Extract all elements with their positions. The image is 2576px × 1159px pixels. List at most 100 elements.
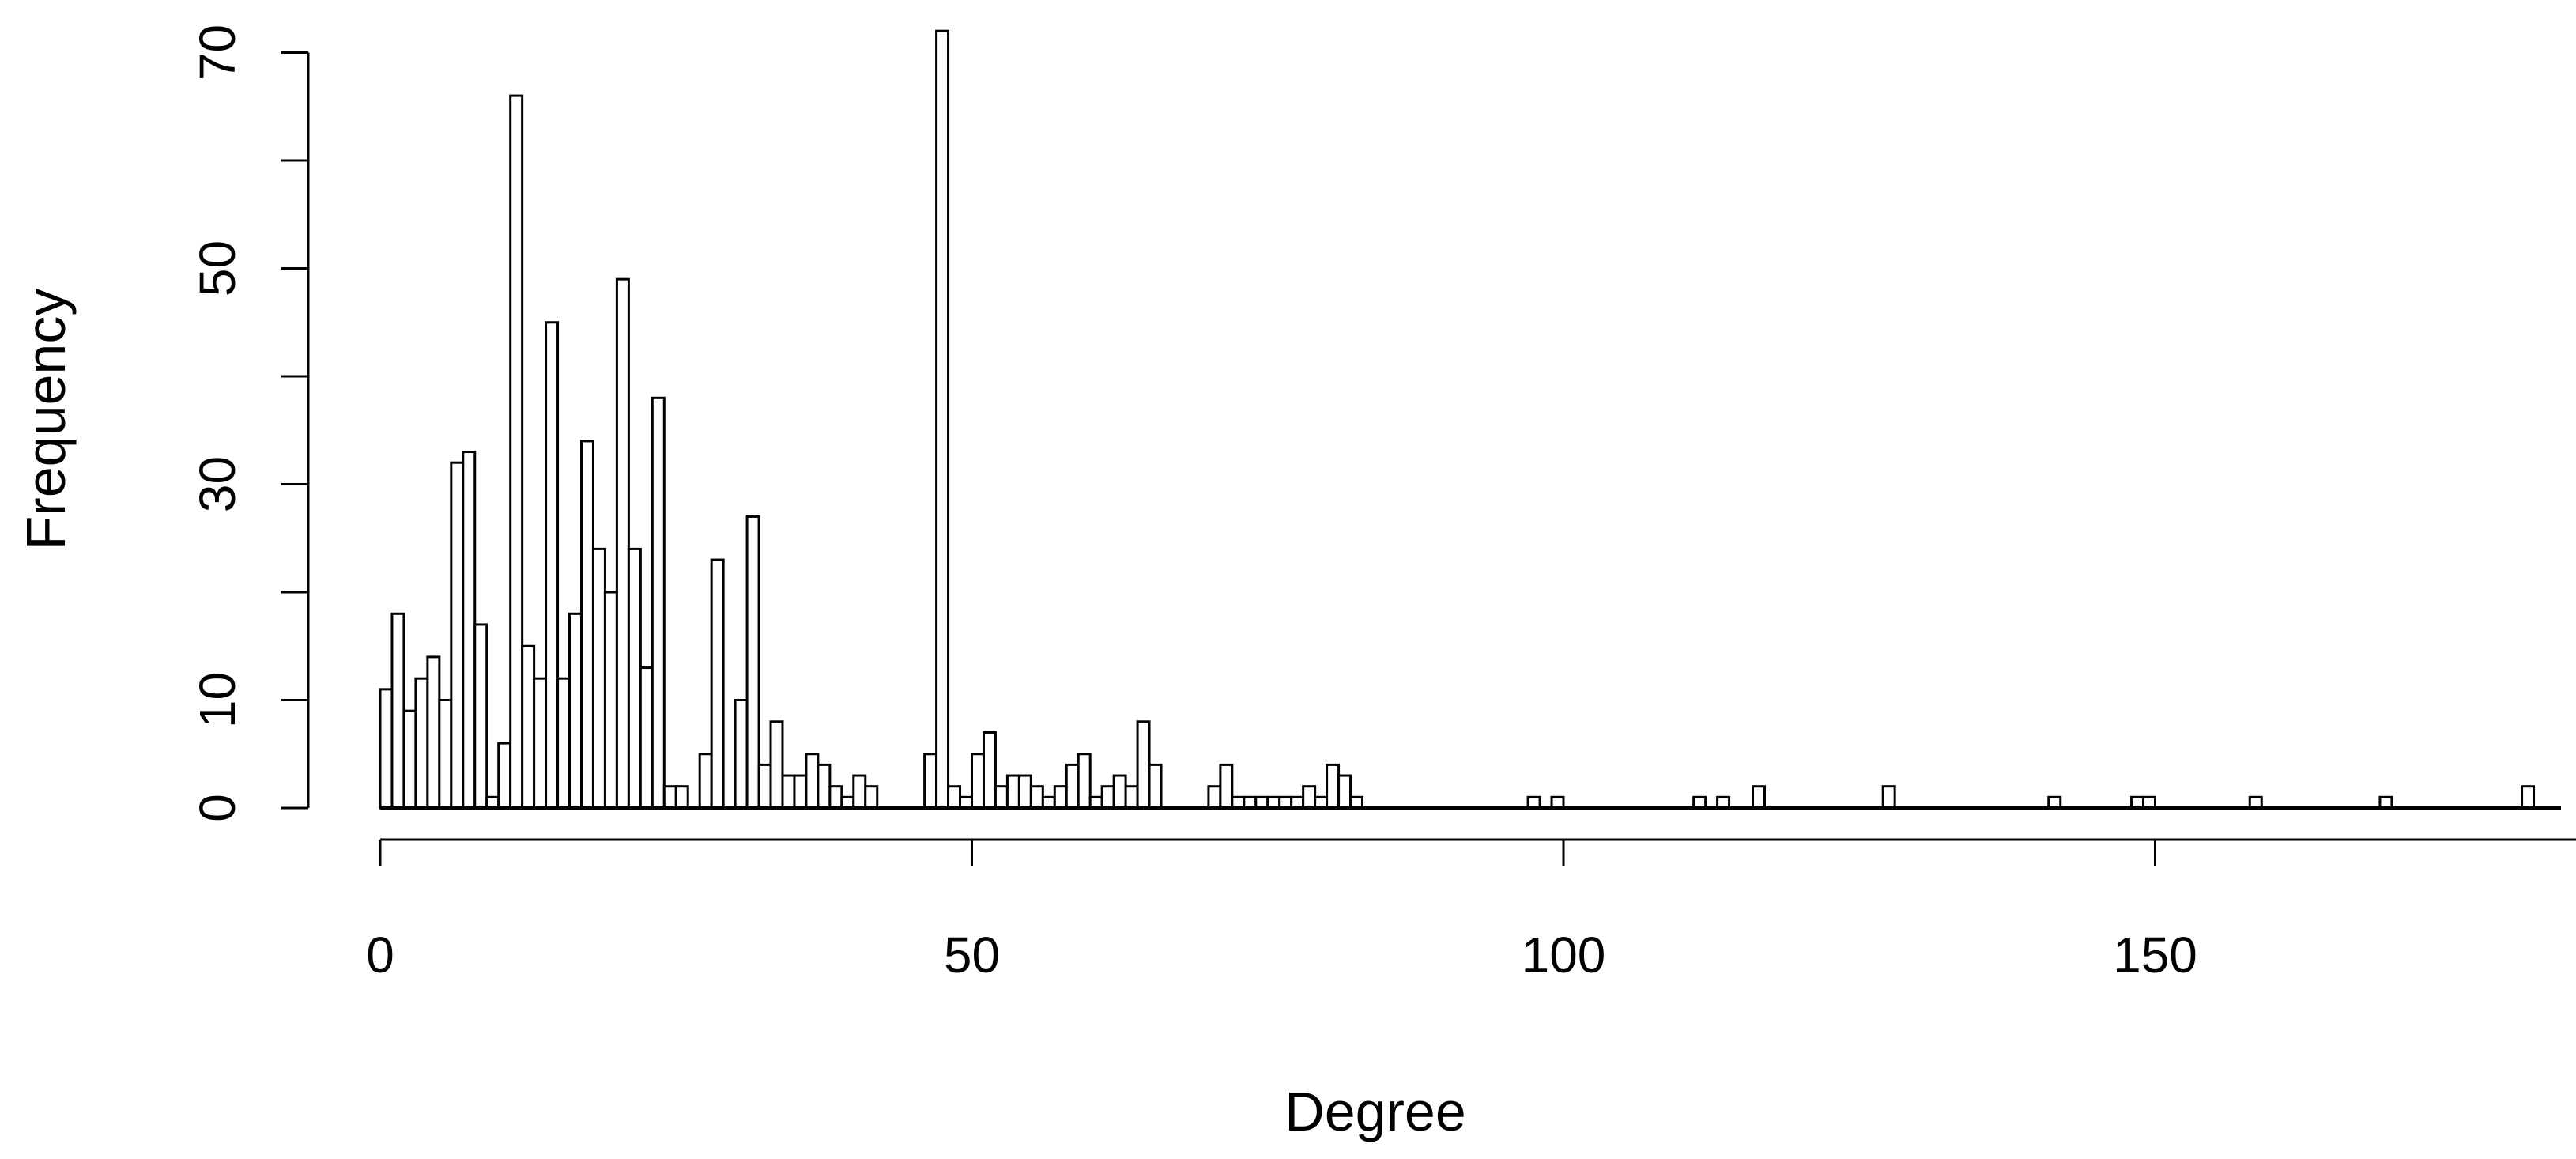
histogram-bar: [734, 699, 749, 810]
histogram-bar: [1219, 763, 1234, 810]
y-tick-label: 0: [189, 794, 246, 822]
histogram-bar: [568, 612, 583, 810]
y-tick-label: 50: [189, 240, 246, 296]
histogram-bar: [757, 763, 772, 810]
histogram-bar: [414, 677, 429, 810]
histogram-bar: [1207, 785, 1222, 810]
histogram-bar: [994, 785, 1009, 810]
histogram-bar: [769, 720, 784, 810]
histogram-bar: [781, 774, 796, 810]
histogram-bar: [1148, 763, 1163, 810]
histogram-bar: [556, 677, 571, 810]
histogram-bar: [438, 699, 453, 810]
histogram-bar: [426, 655, 441, 810]
histogram-bar: [509, 94, 524, 810]
histogram-bar: [1005, 774, 1020, 810]
histogram-bar: [1349, 795, 1364, 810]
histogram-bar: [1231, 795, 1246, 810]
histogram-bar: [1124, 785, 1139, 810]
histogram-bar: [1290, 795, 1305, 810]
histogram-bar: [698, 753, 713, 810]
histogram-bar: [497, 742, 512, 810]
histogram-bar: [745, 515, 760, 810]
histogram-bar: [485, 795, 500, 810]
y-axis: 0 10 30 50 70: [189, 25, 310, 822]
histogram-bar: [959, 795, 974, 810]
histogram-bar: [2378, 795, 2393, 810]
histogram-bar: [674, 785, 689, 810]
x-tick-label: 50: [944, 927, 1000, 983]
bar-group: [379, 29, 2536, 810]
histogram-bar: [1100, 785, 1115, 810]
histogram-bar: [710, 558, 725, 810]
histogram-bar: [1065, 763, 1080, 810]
histogram-bar: [1041, 795, 1056, 810]
histogram-bar: [579, 440, 594, 810]
histogram-bar: [2130, 795, 2145, 810]
histogram-bar: [615, 277, 630, 810]
histogram-bar: [1278, 795, 1293, 810]
histogram-bar: [390, 612, 405, 810]
y-axis-title: Frequency: [15, 289, 77, 550]
histogram-bar: [1337, 774, 1352, 810]
histogram-bar: [1112, 774, 1127, 810]
histogram-bar: [662, 785, 677, 810]
histogram-bar: [450, 461, 465, 810]
histogram-bar: [1716, 795, 1731, 810]
x-tick-label: 100: [1522, 927, 1606, 983]
histogram-bar: [1243, 795, 1258, 810]
y-tick-label: 10: [189, 672, 246, 728]
histogram-bar: [1550, 795, 1565, 810]
histogram-bar: [817, 763, 832, 810]
histogram-bar: [1017, 774, 1032, 810]
histogram-bar: [1326, 763, 1341, 810]
histogram-bar: [603, 591, 618, 810]
y-tick-label: 70: [189, 25, 246, 81]
histogram-bar: [1302, 785, 1317, 810]
histogram-bar: [793, 774, 808, 810]
y-tick-label: 30: [189, 456, 246, 512]
histogram-bar: [402, 709, 417, 810]
histogram-bar: [971, 753, 985, 810]
histogram-bar: [1053, 785, 1068, 810]
histogram-bar: [982, 731, 997, 810]
histogram-bar: [521, 644, 536, 810]
histogram-bar: [1266, 795, 1281, 810]
histogram-bar: [1077, 753, 1092, 810]
histogram-bar: [2047, 795, 2062, 810]
histogram-bar: [1314, 795, 1329, 810]
histogram-bar: [923, 753, 938, 810]
histogram-bar: [852, 774, 867, 810]
x-axis-title: Degree: [1284, 1081, 1466, 1142]
histogram-bar: [1881, 785, 1896, 810]
histogram-bar: [1029, 785, 1044, 810]
x-axis: 050100150200250300: [366, 838, 2576, 983]
histogram-bar: [935, 29, 950, 810]
histogram-bar: [805, 753, 820, 810]
histogram-bar: [627, 547, 642, 810]
histogram-bar: [1088, 795, 1103, 810]
histogram-bar: [462, 451, 477, 810]
histogram-bar: [2142, 795, 2157, 810]
histogram-bar: [473, 623, 488, 810]
x-tick-label: 150: [2113, 927, 2197, 983]
histogram-bar: [545, 321, 560, 810]
histogram-bar: [2521, 785, 2536, 810]
histogram-bar: [651, 396, 666, 810]
histogram-bar: [2248, 795, 2263, 810]
histogram-bar: [947, 785, 962, 810]
histogram-bar: [1254, 795, 1269, 810]
histogram-bar: [1692, 795, 1707, 810]
histogram-bar: [639, 666, 654, 810]
x-tick-label: 0: [366, 927, 394, 983]
histogram-bar: [379, 688, 394, 810]
histogram-bar: [1136, 720, 1151, 810]
histogram-bar: [840, 795, 855, 810]
histogram-bar: [1752, 785, 1766, 810]
histogram-bar: [864, 785, 879, 810]
histogram-bar: [1526, 795, 1541, 810]
histogram-bar: [828, 785, 843, 810]
histogram-bar: [591, 547, 606, 810]
histogram-bar: [533, 677, 548, 810]
